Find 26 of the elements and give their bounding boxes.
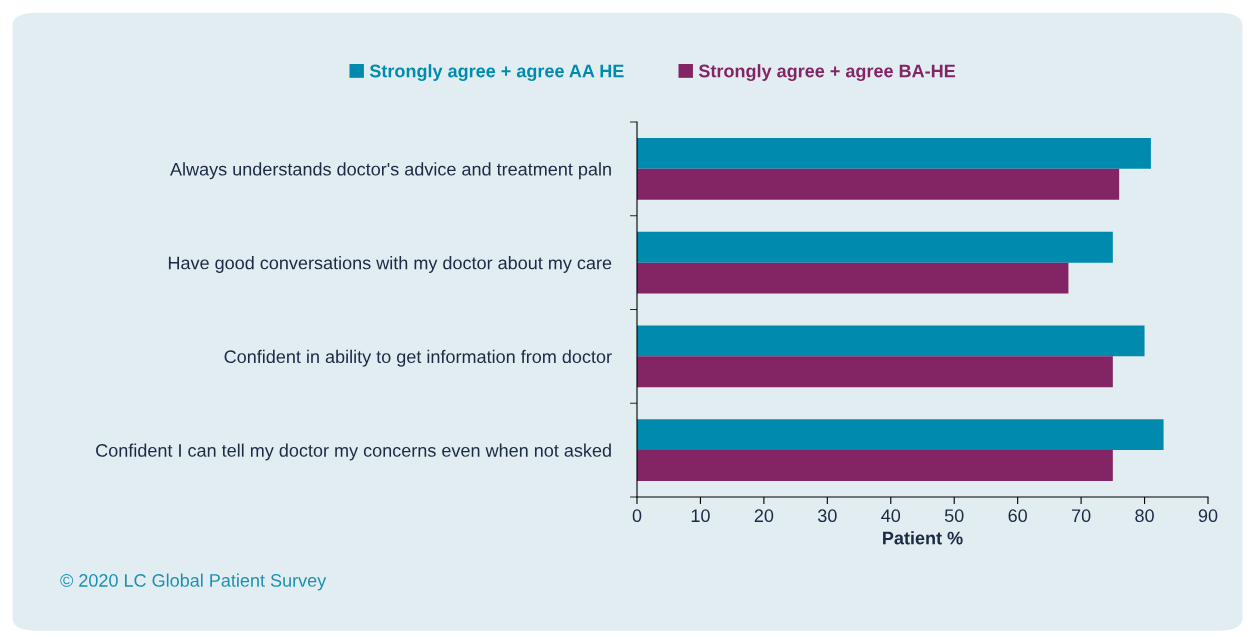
legend-label: Strongly agree + agree AA HE — [369, 64, 624, 82]
bar — [637, 137, 1151, 169]
text: © 2020 LC Global Patient Survey — [60, 573, 327, 591]
bar — [637, 356, 1113, 388]
bar — [637, 325, 1145, 357]
x-tick-label: 30 — [817, 509, 837, 523]
x-tick-label: 0 — [632, 509, 642, 523]
x-tick-label: 20 — [754, 509, 774, 523]
x-tick-label: 90 — [1198, 509, 1218, 523]
x-tick-label: 80 — [1135, 509, 1154, 523]
legend-label: Strongly agree + agree BA-HE — [698, 64, 956, 82]
bar — [637, 262, 1069, 294]
bar — [637, 419, 1164, 451]
bar — [637, 450, 1113, 482]
x-tick-label: 70 — [1072, 509, 1091, 523]
x-tick-label: 50 — [944, 509, 964, 523]
y-tick-label: Confident in ability to get information from doctor — [224, 349, 612, 367]
x-tick-label: 60 — [1008, 509, 1027, 523]
x-axis-title: Patient % — [883, 531, 963, 545]
x-tick-label: 10 — [691, 509, 710, 523]
y-tick-label: Always understands doctor's advice and treatment paln — [170, 162, 611, 180]
y-tick-label: Have good conversations with my doctor about my care — [168, 256, 612, 273]
x-tick-label: 40 — [881, 509, 901, 523]
y-tick-label: Confident I can tell my doctor my concerns even when not asked — [96, 443, 611, 461]
bar — [637, 231, 1113, 263]
bar — [637, 168, 1120, 200]
